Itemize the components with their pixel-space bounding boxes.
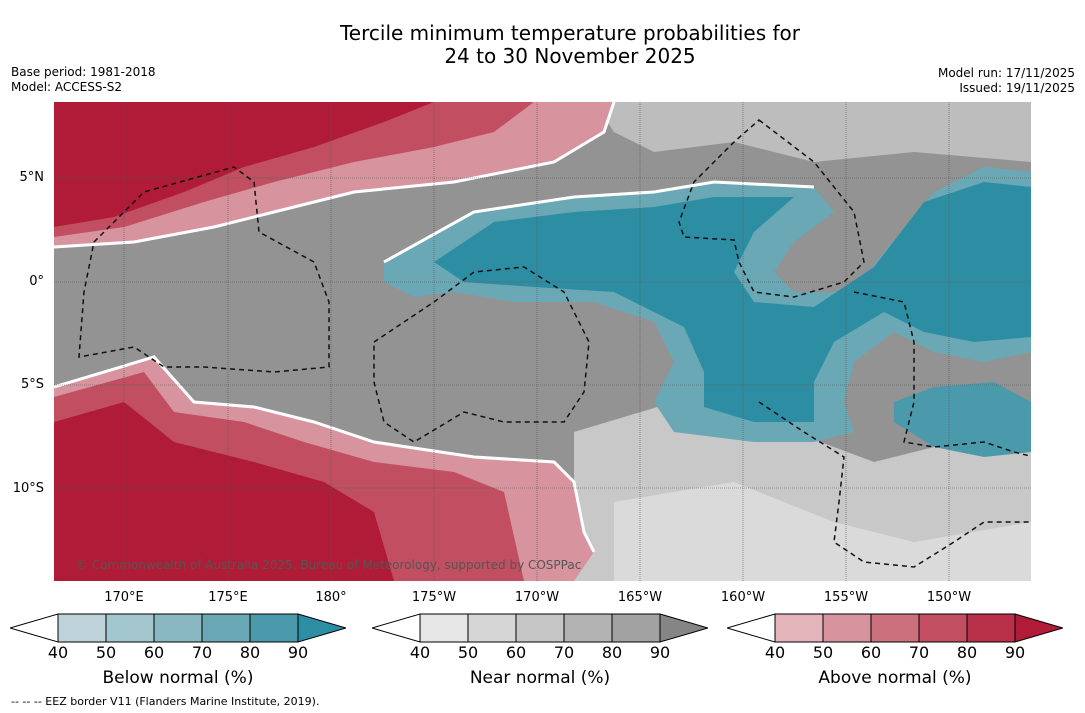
- lon-label-175w: 175°W: [411, 590, 457, 605]
- colorbar-segment: [918, 613, 968, 643]
- colorbar-tick: 80: [239, 643, 261, 662]
- copyright-notice: © Commonwealth of Australia 2025, Bureau…: [76, 558, 582, 572]
- colorbar-segment: [515, 613, 565, 643]
- colorbar-segment: [870, 613, 920, 643]
- lon-label-150w: 150°W: [926, 590, 972, 605]
- colorbar-tick: 80: [956, 643, 978, 662]
- base-period: Base period: 1981-2018: [11, 65, 156, 79]
- colorbar-segment: [153, 613, 203, 643]
- lat-label-0: 0°: [29, 274, 44, 289]
- colorbar-above-segments: [774, 613, 1016, 643]
- colorbar-segment: [563, 613, 613, 643]
- colorbar-segment: [201, 613, 251, 643]
- eez-borders: [78, 119, 1031, 568]
- colorbar-below-upper-arrow: [297, 613, 346, 643]
- lon-label-160w: 160°W: [720, 590, 766, 605]
- colorbar-tick: 50: [457, 643, 479, 662]
- colorbar-above-lower-arrow: [727, 613, 776, 643]
- lon-label-175e: 175°E: [208, 590, 248, 605]
- colorbar-tick: 90: [649, 643, 671, 662]
- map-panel: [54, 102, 1031, 581]
- eez-phoenix-islands: [373, 266, 590, 443]
- colorbar-near-normal: [372, 613, 708, 643]
- lon-label-170w: 170°W: [514, 590, 560, 605]
- lon-label-155w: 155°W: [823, 590, 869, 605]
- colorbar-above-title: Above normal (%): [818, 668, 972, 688]
- above-normal-nw-core: [54, 102, 434, 227]
- colorbar-below-lower-arrow: [10, 613, 59, 643]
- graticule: [54, 102, 1031, 581]
- lon-label-170e: 170°E: [104, 590, 144, 605]
- contour-line-north: [383, 180, 815, 264]
- colorbar-tick: 90: [1004, 643, 1026, 662]
- colorbar-segment: [419, 613, 469, 643]
- title-line-1: Tercile minimum temperature probabilitie…: [339, 21, 801, 45]
- below-normal-se-patch: [894, 382, 1031, 457]
- colorbar-tick: 70: [553, 643, 575, 662]
- colorbar-tick: 60: [505, 643, 527, 662]
- lat-label-10s: 10°S: [12, 481, 44, 496]
- near-normal-lightest-se: [614, 482, 1031, 581]
- lon-label-180: 180°: [315, 590, 347, 605]
- colorbar-above-normal: [727, 613, 1063, 643]
- colorbar-tick: 50: [95, 643, 117, 662]
- eez-line-islands-north: [678, 119, 865, 298]
- colorbar-tick: 50: [812, 643, 834, 662]
- below-normal-band-core: [434, 182, 1031, 422]
- colorbar-segment: [57, 613, 107, 643]
- map-title: Tercile minimum temperature probabilitie…: [0, 22, 1085, 68]
- colorbar-tick: 70: [191, 643, 213, 662]
- eez-kiribati-gilberts: [78, 166, 330, 373]
- colorbar-near-title: Near normal (%): [469, 668, 611, 688]
- title-line-2: 24 to 30 November 2025: [444, 44, 696, 68]
- colorbar-below-title: Below normal (%): [102, 668, 254, 688]
- colorbar-near-lower-arrow: [372, 613, 421, 643]
- colorbar-tick: 80: [601, 643, 623, 662]
- issued-date: Issued: 19/11/2025: [959, 81, 1075, 95]
- colorbar-near-segments: [419, 613, 661, 643]
- colorbar-tick: 70: [908, 643, 930, 662]
- colorbar-tick: 40: [409, 643, 431, 662]
- model-info: Base period: 1981-2018 Model: ACCESS-S2: [11, 65, 156, 95]
- near-normal-light-ne: [594, 102, 1031, 162]
- model-run-date: Model run: 17/11/2025: [937, 66, 1075, 80]
- lon-label-165w: 165°W: [617, 590, 663, 605]
- contour-line-sw: [54, 355, 596, 553]
- colorbar-above-upper-arrow: [1014, 613, 1063, 643]
- contour-line-nw: [54, 102, 616, 249]
- colorbar-tick: 60: [860, 643, 882, 662]
- model-name: Model: ACCESS-S2: [11, 80, 123, 94]
- lat-label-5s: 5°S: [20, 377, 44, 392]
- colorbar-tick: 40: [764, 643, 786, 662]
- colorbar-segment: [966, 613, 1016, 643]
- colorbar-below-normal: [10, 613, 346, 643]
- colorbar-tick: 90: [287, 643, 309, 662]
- colorbar-segment: [249, 613, 299, 643]
- colorbar-segment: [611, 613, 661, 643]
- run-info: Model run: 17/11/2025 Issued: 19/11/2025: [938, 66, 1075, 96]
- colorbar-tick: 40: [47, 643, 69, 662]
- colorbar-segment: [774, 613, 824, 643]
- above-normal-sw-core: [54, 402, 394, 581]
- eez-cook-islands-north: [853, 291, 1031, 458]
- colorbar-segment: [105, 613, 155, 643]
- colorbar-segment: [822, 613, 872, 643]
- colorbar-near-upper-arrow: [659, 613, 708, 643]
- colorbar-segment: [467, 613, 517, 643]
- eez-footnote: -- -- -- EEZ border V11 (Flanders Marine…: [11, 695, 320, 708]
- colorbar-below-segments: [57, 613, 299, 643]
- probability-map: [54, 102, 1031, 581]
- lat-label-5n: 5°N: [19, 170, 45, 185]
- colorbar-tick: 60: [143, 643, 165, 662]
